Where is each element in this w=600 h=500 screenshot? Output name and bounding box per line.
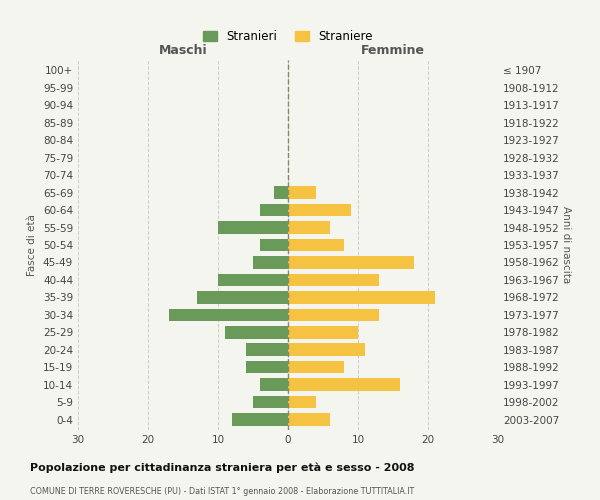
Bar [253,396,288,408]
Bar [218,274,288,286]
Bar [246,361,288,374]
Bar [288,344,365,356]
Bar [246,344,288,356]
Bar [260,238,288,252]
Bar [288,238,344,252]
Bar [288,413,330,426]
Bar [288,396,316,408]
Bar [288,204,351,216]
Y-axis label: Anni di nascita: Anni di nascita [561,206,571,284]
Bar [288,378,400,391]
Bar [274,186,288,199]
Text: COMUNE DI TERRE ROVERESCHE (PU) - Dati ISTAT 1° gennaio 2008 - Elaborazione TUTT: COMUNE DI TERRE ROVERESCHE (PU) - Dati I… [30,488,414,496]
Bar [288,308,379,321]
Bar [288,291,435,304]
Bar [260,378,288,391]
Bar [288,186,316,199]
Bar [288,361,344,374]
Bar [288,274,379,286]
Bar [197,291,288,304]
Text: Femmine: Femmine [361,44,425,57]
Legend: Stranieri, Straniere: Stranieri, Straniere [198,25,378,48]
Bar [288,256,414,268]
Bar [288,222,330,234]
Bar [260,204,288,216]
Bar [232,413,288,426]
Bar [225,326,288,338]
Bar [288,326,358,338]
Bar [218,222,288,234]
Bar [253,256,288,268]
Text: Maschi: Maschi [158,44,208,57]
Bar [169,308,288,321]
Y-axis label: Fasce di età: Fasce di età [28,214,37,276]
Text: Popolazione per cittadinanza straniera per età e sesso - 2008: Popolazione per cittadinanza straniera p… [30,462,415,473]
